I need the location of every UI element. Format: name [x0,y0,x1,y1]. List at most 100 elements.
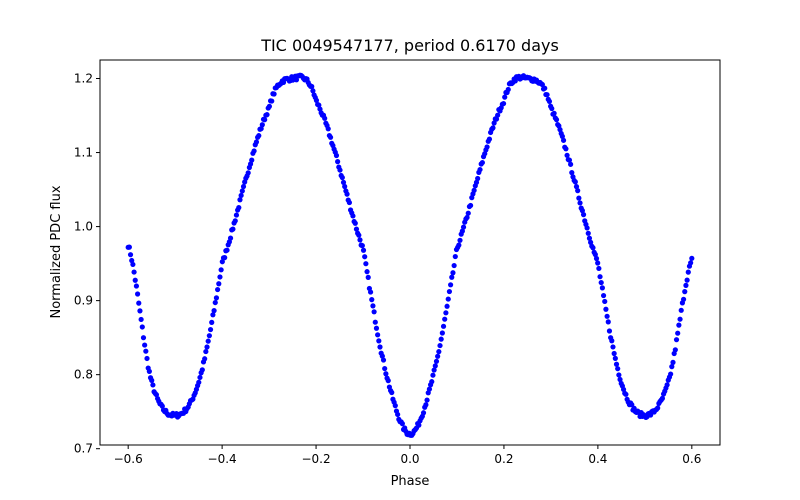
data-point [259,122,265,128]
data-point [237,197,243,203]
data-point [327,134,334,140]
data-point [365,274,371,280]
data-point [612,355,618,361]
data-point [429,379,435,385]
data-point [215,286,221,293]
data-point [670,359,676,365]
data-point [352,220,358,226]
data-point [372,319,378,325]
data-point [577,200,583,206]
data-point [383,371,389,377]
data-point [218,267,224,273]
data-point [380,357,387,363]
data-point [611,350,617,357]
data-point [130,261,136,268]
data-point [240,183,247,190]
data-point [262,117,268,123]
data-point [603,306,609,312]
data-point [664,382,670,388]
data-point [669,364,675,370]
data-point [566,157,573,163]
data-point [560,137,567,143]
data-point [203,348,209,355]
data-point [568,161,574,167]
data-point [678,307,684,313]
data-point [569,170,575,176]
data-point [149,377,155,383]
data-point [459,228,465,234]
data-point [602,298,608,305]
data-point [683,282,689,288]
data-point [335,159,341,165]
data-point [542,85,548,91]
data-point [688,260,694,266]
data-point [224,247,230,253]
data-point [370,303,376,309]
plot-frame [99,59,721,446]
data-point [316,102,322,108]
data-point [457,237,463,243]
data-point [592,251,598,258]
data-point [430,372,436,378]
data-point [590,245,596,251]
x-tick-label: 0.6 [682,452,701,466]
data-point [596,265,602,272]
data-point [357,237,363,243]
data-point [362,254,368,260]
data-point [310,88,316,94]
data-point [477,166,483,173]
chart-title: TIC 0049547177, period 0.6170 days [260,36,559,55]
x-axis: −0.6 −0.4 −0.2 0.0 0.2 0.4 0.6 [114,445,701,466]
data-point [598,279,604,286]
data-point [205,338,211,344]
data-point [196,379,202,385]
data-point [597,274,603,280]
data-point [449,274,455,280]
data-point [580,212,587,218]
data-point [313,97,320,103]
data-point [672,347,678,353]
data-point [440,323,447,329]
data-point [127,252,134,258]
data-point [564,152,570,158]
data-point [682,289,688,295]
data-point [377,344,383,350]
data-point [136,300,142,306]
data-point [659,395,666,401]
data-point [333,152,340,159]
data-point [143,348,149,354]
data-point [133,283,140,289]
data-point [613,361,620,367]
data-point [442,316,448,322]
data-point [599,285,605,291]
data-point [505,86,511,93]
data-point [689,255,695,261]
data-point [325,126,331,132]
data-point [389,389,395,396]
data-point [376,338,382,344]
data-point [232,218,238,224]
y-tick-label: 0.7 [74,442,93,456]
data-point [684,277,690,283]
data-point [465,210,471,216]
data-point [432,363,438,369]
data-point [364,269,370,275]
data-point [572,179,578,185]
data-point [452,253,458,260]
data-point [479,159,485,166]
data-point [375,332,381,338]
data-point [245,170,251,176]
data-point [340,179,347,186]
data-point [439,330,445,336]
data-point [575,188,581,194]
data-point [216,281,222,287]
data-point [677,316,683,322]
data-point [549,105,555,112]
data-point [137,308,143,314]
x-tick-label: 0.2 [494,452,513,466]
data-point [579,208,585,214]
data-point [433,358,440,364]
data-point [210,312,216,318]
data-point [668,371,674,377]
